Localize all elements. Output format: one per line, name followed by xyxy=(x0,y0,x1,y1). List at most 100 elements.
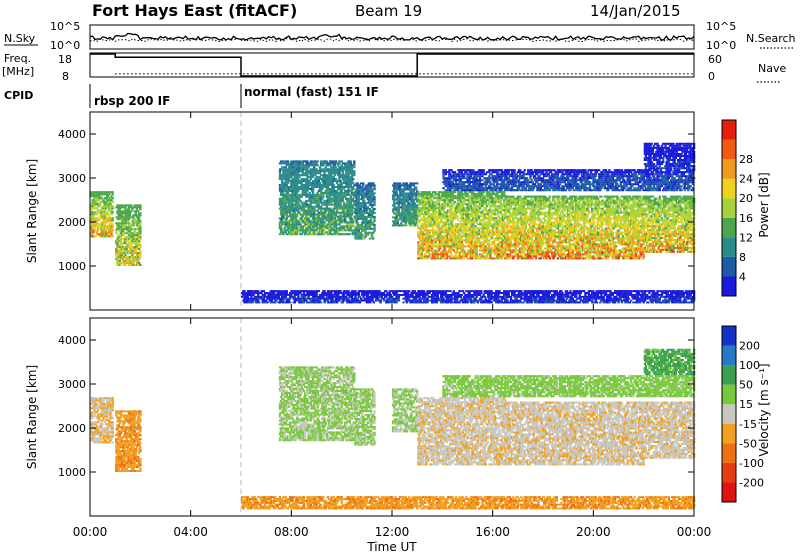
scatter-cell xyxy=(340,184,343,186)
scatter-cell xyxy=(95,197,99,200)
scatter-cell xyxy=(444,237,447,240)
scatter-cell xyxy=(475,199,478,202)
scatter-cell xyxy=(335,231,339,234)
scatter-cell xyxy=(484,209,488,212)
scatter-cell xyxy=(107,211,110,214)
scatter-cell xyxy=(279,217,283,220)
scatter-cell xyxy=(347,176,350,179)
scatter-cell xyxy=(130,246,133,249)
scatter-cell xyxy=(470,227,474,230)
scatter-cell xyxy=(437,249,441,252)
scatter-cell xyxy=(393,204,396,207)
scatter-cell xyxy=(509,205,513,208)
scatter-cell xyxy=(444,229,447,232)
scatter-cell xyxy=(466,193,469,196)
scatter-cell xyxy=(110,209,113,212)
scatter-cell xyxy=(490,251,493,254)
scatter-cell xyxy=(460,251,463,254)
scatter-cell xyxy=(319,199,323,202)
scatter-cell xyxy=(451,223,454,226)
scatter-cell xyxy=(440,241,443,244)
scatter-cell xyxy=(352,223,355,226)
scatter-cell xyxy=(292,203,295,206)
scatter-cell xyxy=(291,195,294,198)
scatter-cell xyxy=(516,235,520,238)
scatter-cell xyxy=(500,197,504,200)
scatter-cell xyxy=(313,164,316,167)
scatter-cell xyxy=(358,223,362,226)
scatter-cell xyxy=(279,203,283,206)
scatter-cell xyxy=(461,209,465,212)
scatter-cell xyxy=(454,211,458,214)
scatter-cell xyxy=(352,199,355,202)
scatter-cell xyxy=(322,164,325,167)
scatter-cell xyxy=(402,212,405,215)
scatter-cell xyxy=(319,213,323,216)
scatter-cell xyxy=(490,237,493,240)
scatter-cell xyxy=(347,223,350,226)
scatter-cell xyxy=(305,170,308,173)
scatter-cell xyxy=(430,229,434,232)
scatter-cell xyxy=(369,231,373,234)
scatter-cell xyxy=(517,209,521,212)
scatter-cell xyxy=(443,201,446,204)
scatter-cell xyxy=(490,233,493,236)
scatter-cell xyxy=(119,264,123,266)
scatter-cell xyxy=(504,221,507,224)
scatter-cell xyxy=(486,243,490,246)
scatter-cell xyxy=(311,211,315,214)
scatter-cell xyxy=(322,193,325,196)
scatter-cell xyxy=(294,201,298,204)
scatter-cell xyxy=(435,201,438,204)
scatter-cell xyxy=(434,209,437,212)
scatter-cell xyxy=(361,186,364,189)
scatter-cell xyxy=(467,251,470,254)
scatter-cell xyxy=(459,233,462,236)
scatter-cell xyxy=(436,219,439,222)
scatter-cell xyxy=(429,219,433,222)
scatter-cell xyxy=(94,235,97,238)
scatter-cell xyxy=(299,199,302,202)
freq-tick-left-bottom: 8 xyxy=(62,70,69,83)
scatter-cell xyxy=(454,235,458,238)
scatter-cell xyxy=(282,231,285,234)
scatter-cell xyxy=(464,193,467,196)
scatter-cell xyxy=(305,223,308,226)
scatter-cell xyxy=(406,208,410,211)
scatter-cell xyxy=(489,205,492,208)
scatter-cell xyxy=(452,237,455,240)
scatter-cell xyxy=(313,211,316,214)
scatter-cell xyxy=(306,203,309,206)
scatter-cell xyxy=(105,191,109,194)
scatter-cell xyxy=(122,206,125,209)
scatter-cell xyxy=(458,223,461,226)
scatter-cell xyxy=(409,204,412,207)
scatter-cell xyxy=(474,203,477,206)
scatter-cell xyxy=(123,212,126,215)
scatter-cell xyxy=(332,233,335,236)
scatter-cell xyxy=(329,219,332,222)
scatter-cell xyxy=(310,227,314,230)
scatter-cell xyxy=(134,210,137,213)
scatter-cell xyxy=(116,258,119,261)
scatter-cell xyxy=(119,218,123,221)
scatter-cell xyxy=(111,223,114,226)
scatter-cell xyxy=(493,213,497,216)
scatter-cell xyxy=(339,225,342,228)
scatter-cell xyxy=(452,203,455,206)
power-scatter xyxy=(90,112,696,310)
scatter-cell xyxy=(281,189,284,192)
scatter-cell xyxy=(473,201,476,204)
scatter-cell xyxy=(516,227,520,230)
scatter-cell xyxy=(125,214,128,217)
scatter-cell xyxy=(295,189,299,192)
scatter-cell xyxy=(303,205,307,208)
scatter-cell xyxy=(480,213,483,216)
scatter-cell xyxy=(450,203,453,206)
scatter-cell xyxy=(299,164,302,167)
scatter-cell xyxy=(500,233,504,236)
scatter-cell xyxy=(115,222,118,225)
scatter-cell xyxy=(319,227,323,230)
scatter-cell xyxy=(339,227,342,230)
scatter-cell xyxy=(321,203,324,206)
